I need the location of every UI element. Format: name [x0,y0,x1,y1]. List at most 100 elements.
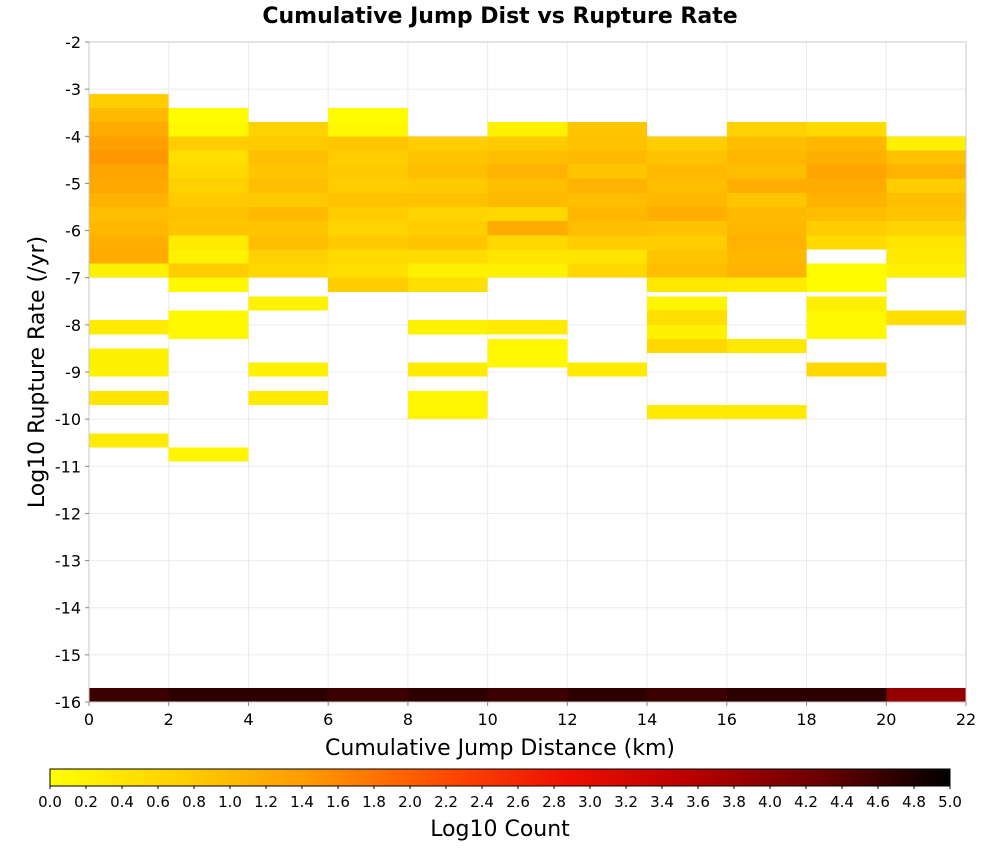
y-tick-label: -7 [65,269,81,288]
heatmap-cell [168,221,249,236]
heatmap-cell [168,235,249,250]
heatmap-cell [328,277,408,292]
colorbar-ticks: 0.0 0.2 0.4 0.6 0.8 1.0 1.2 1.4 1.6 1.8 2.0 2.2 2.4 2… [38,786,962,811]
colorbar-tick-label: 0.0 [38,793,62,811]
x-tick-label: 0 [84,710,94,729]
heatmap-cell [407,390,488,405]
x-tick-label: 16 [717,710,737,729]
heatmap-cell [806,362,887,377]
heatmap-cell [487,192,568,207]
colorbar-tick-label: 1.8 [362,793,386,811]
heatmap-cell [89,207,169,222]
heatmap-cell [89,178,169,193]
heatmap-cell [567,122,648,137]
heatmap-cell [647,178,727,193]
x-tick-label: 6 [323,710,333,729]
x-tick-label: 12 [557,710,577,729]
colorbar-tick-label: 1.4 [290,793,314,811]
heatmap-cell [647,296,727,311]
heatmap-cell [806,207,887,222]
colorbar [49,768,951,787]
heatmap-cell [487,687,568,702]
colorbar-tick-label: 0.8 [182,793,206,811]
heatmap-cell [726,221,807,236]
heatmap-cell [407,277,488,292]
heatmap-cell [168,277,249,292]
y-tick-label: -9 [65,363,81,382]
heatmap-cell [168,324,249,339]
heatmap-cell [248,164,329,179]
heatmap-cell [248,136,329,151]
y-tick-label: -13 [55,552,81,571]
heatmap-cell [726,235,807,250]
heatmap-cell [328,108,408,123]
heatmap-cell [248,122,329,137]
x-tick-label: 22 [956,710,976,729]
heatmap-cell [567,136,648,151]
heatmap-cell [567,221,648,236]
y-tick-label: -2 [65,33,81,52]
x-tick-label: 20 [876,710,896,729]
heatmap-cell [647,277,727,292]
heatmap-cell [647,310,727,325]
heatmap-cell [726,164,807,179]
heatmap-cell [168,108,249,123]
heatmap-cell [806,277,887,292]
heatmap-cell [89,136,169,151]
colorbar-tick-label: 5.0 [938,793,962,811]
heatmap-cell [806,296,887,311]
heatmap-cell [168,249,249,264]
y-axis-ticks: -2 -3 -4 -5 -6 -7 -8 -9 -10 -11 -12 -13 -14 -15 -16 [55,33,89,712]
y-tick-label: -10 [55,410,81,429]
heatmap-cell [248,296,329,311]
heatmap-cell [886,178,966,193]
heatmap-cell [168,447,249,462]
heatmap-cell [407,136,488,151]
heatmap-cell [89,249,169,264]
heatmap-cell [328,221,408,236]
heatmap-cell [248,390,329,405]
heatmap-cell [726,192,807,207]
heatmap-cell [407,362,488,377]
heatmap-cell [407,249,488,264]
heatmap-cell [806,235,887,250]
heatmap-cell [647,192,727,207]
heatmap-cells [89,93,966,702]
x-axis-label: Cumulative Jump Distance (km) [325,736,675,761]
heatmap-cell [567,192,648,207]
heatmap-cell [886,192,966,207]
colorbar-tick-label: 2.8 [542,793,566,811]
heatmap-cell [248,263,329,278]
y-tick-label: -5 [65,174,81,193]
heatmap-cell [806,221,887,236]
heatmap-cell [407,405,488,420]
heatmap-cell [567,150,648,165]
heatmap-cell [647,324,727,339]
heatmap-cell [328,249,408,264]
heatmap-cell [407,164,488,179]
heatmap-cell [726,122,807,137]
heatmap-cell [647,405,727,420]
colorbar-tick-label: 4.4 [830,793,854,811]
heatmap-cell [328,207,408,222]
y-axis-label: Log10 Rupture Rate (/yr) [25,236,50,508]
heatmap-cell [726,339,807,354]
heatmap-cell [647,249,727,264]
colorbar-tick-label: 3.2 [614,793,638,811]
heatmap-cell [248,362,329,377]
heatmap-cell [487,136,568,151]
x-tick-label: 18 [796,710,816,729]
heatmap-cell [886,164,966,179]
heatmap-cell [168,122,249,137]
y-tick-label: -16 [55,693,81,712]
heatmap-cell [89,390,169,405]
colorbar-label: Log10 Count [430,817,570,842]
heatmap-cell [726,277,807,292]
heatmap-cell [886,263,966,278]
heatmap-cell [726,249,807,264]
colorbar-tick-label: 2.4 [470,793,494,811]
colorbar-tick-label: 2.0 [398,793,422,811]
heatmap-cell [886,136,966,151]
heatmap-cell [168,150,249,165]
colorbar-tick-label: 3.6 [686,793,710,811]
